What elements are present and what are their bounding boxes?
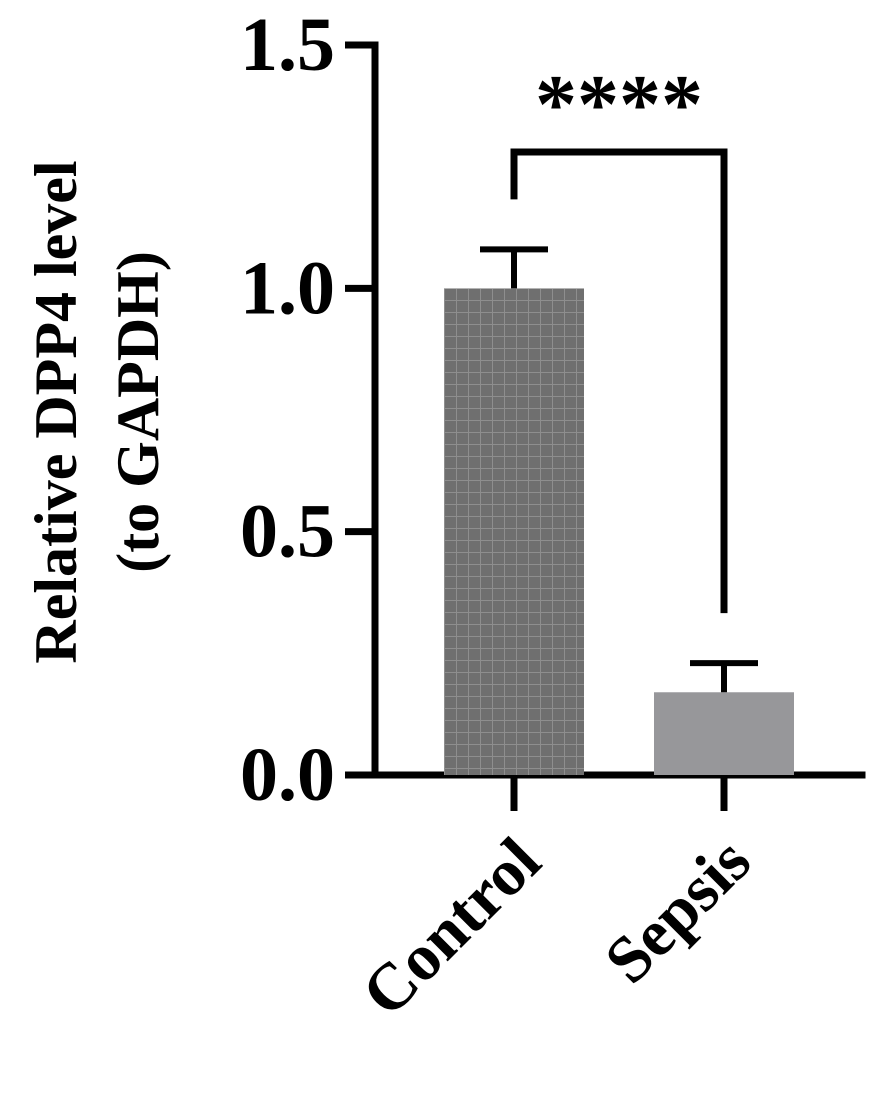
y-axis-label: Relative DPP4 level (to GAPDH) bbox=[23, 160, 171, 663]
bar-sepsis bbox=[654, 692, 794, 775]
x-tick-label-control: Control bbox=[348, 824, 554, 1030]
error-bar-sepsis bbox=[690, 660, 758, 693]
y-axis-label-line-1: Relative DPP4 level bbox=[23, 160, 89, 663]
plot-area: 0.0 0.5 1.0 1.5 Control Sepsis **** bbox=[240, 3, 866, 1030]
bars bbox=[444, 288, 794, 775]
y-axis-ticks: 0.0 0.5 1.0 1.5 bbox=[240, 3, 375, 817]
significance-bracket: **** bbox=[510, 58, 728, 614]
error-bar-control bbox=[480, 246, 548, 289]
y-axis-label-line-2: (to GAPDH) bbox=[105, 251, 171, 573]
significance-label: **** bbox=[535, 58, 703, 151]
significance-line bbox=[510, 148, 728, 614]
y-tick-label-1: 0.5 bbox=[240, 490, 335, 574]
x-axis-ticks: Control Sepsis bbox=[348, 775, 765, 1030]
bar-control bbox=[444, 288, 584, 775]
y-tick-label-2: 1.0 bbox=[240, 246, 335, 330]
x-tick-label-sepsis: Sepsis bbox=[591, 824, 765, 998]
y-tick-label-0: 0.0 bbox=[240, 733, 335, 817]
error-bars bbox=[480, 246, 758, 693]
y-tick-label-3: 1.5 bbox=[240, 3, 335, 87]
